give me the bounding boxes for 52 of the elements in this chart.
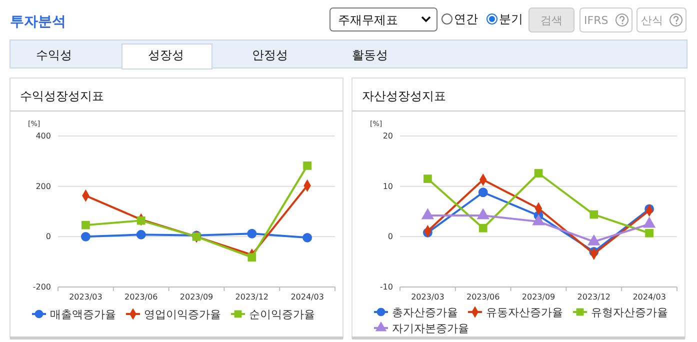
point [478, 188, 488, 198]
text: 산식 [641, 14, 663, 27]
x-tick-label: 2023/03 [411, 292, 444, 302]
y-tick-label: -10 [380, 282, 393, 292]
point [534, 169, 543, 178]
legend-label: 총자산증가율 [392, 306, 458, 319]
point [247, 228, 257, 238]
y-tick-label: 20 [382, 132, 393, 141]
legend-label: 유동자산증가율 [486, 306, 563, 319]
point [82, 220, 90, 230]
point [590, 210, 598, 219]
y-tick-label: -200 [32, 282, 51, 292]
legend-label: 매출액증가율 [50, 308, 116, 321]
text: IFRS [584, 14, 608, 27]
legend-label: 유형자산증가율 [591, 306, 668, 319]
x-tick-label: 2024/03 [290, 292, 324, 302]
point [424, 174, 432, 183]
legend-label: 영업이익증가율 [144, 308, 221, 321]
text: 연간 [454, 12, 478, 26]
x-tick-label: 2023/09 [522, 292, 556, 302]
text: 주재무제표 [338, 13, 398, 27]
legend-label: 순이익증가율 [249, 308, 315, 321]
x-tick-label: 2023/03 [69, 292, 102, 302]
text: 분기 [499, 12, 523, 26]
text: 활동성 [352, 48, 388, 62]
x-tick-label: 2023/09 [180, 292, 214, 302]
y-tick-label: 0 [388, 232, 393, 242]
point [302, 232, 312, 242]
y-tick-label: 200 [36, 182, 51, 191]
point [478, 224, 488, 232]
text: 수익성 [36, 48, 72, 62]
point [80, 232, 90, 242]
chart-title: 자산성장성지표 [362, 89, 446, 103]
point [136, 216, 146, 225]
point [248, 253, 256, 262]
x-tick-label: 2023/06 [466, 292, 500, 302]
legend-label: 자기자본증가율 [392, 322, 469, 335]
x-tick-label: 2023/06 [124, 292, 158, 302]
text: 검색 [540, 14, 562, 27]
text: 투자분석 [10, 14, 66, 30]
text: 성장성 [148, 48, 184, 62]
y-tick-label: 0 [46, 232, 51, 242]
y-tick-label: 400 [36, 132, 51, 141]
point [645, 228, 654, 238]
text: 안정성 [252, 48, 288, 62]
chart-title: 수익성장성지표 [20, 89, 104, 103]
x-tick-label: 2024/03 [632, 292, 666, 302]
y-tick-label: 10 [382, 182, 393, 191]
x-tick-label: 2023/12 [235, 292, 269, 302]
point [136, 230, 146, 240]
point [303, 162, 312, 170]
x-tick-label: 2023/12 [577, 292, 611, 302]
